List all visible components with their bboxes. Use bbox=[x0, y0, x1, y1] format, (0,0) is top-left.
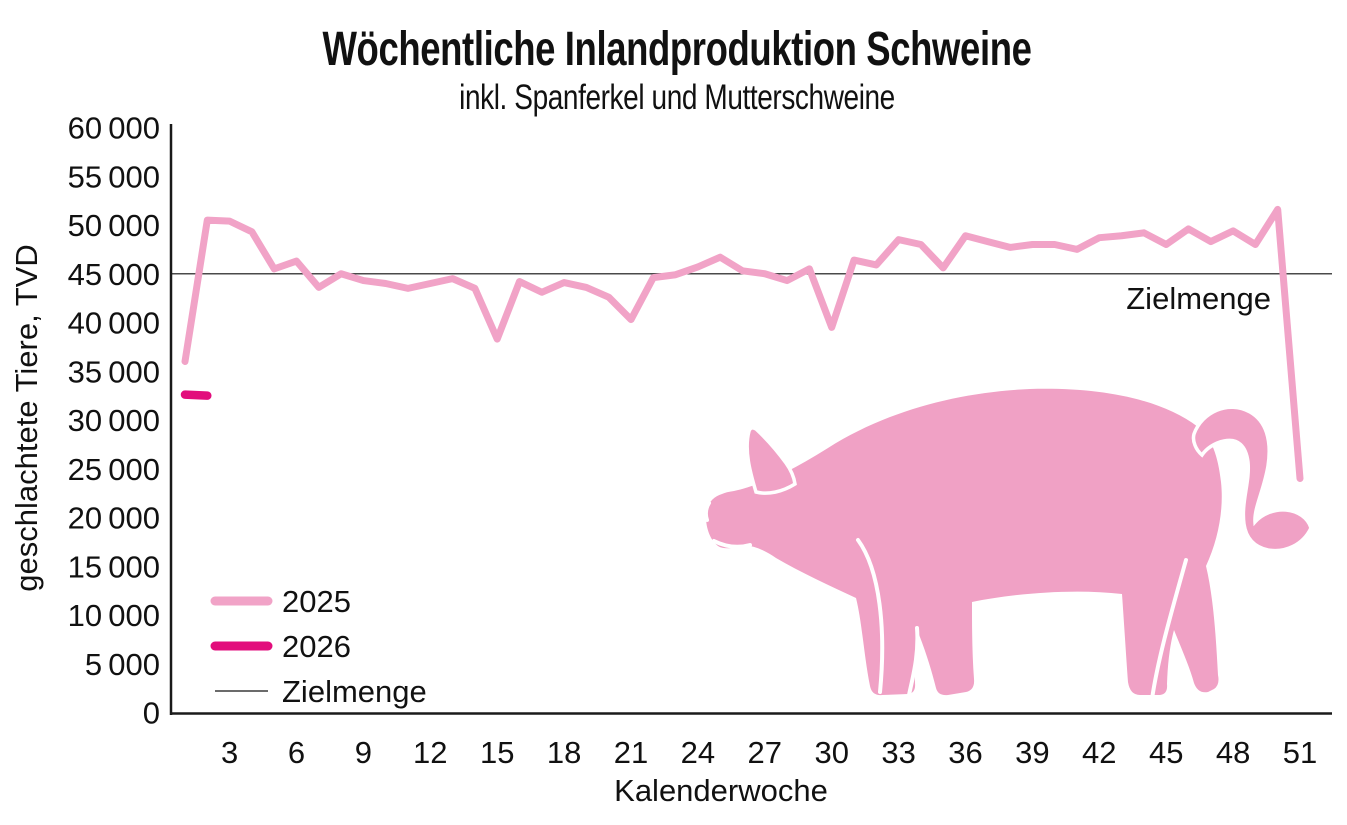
y-tick-label: 45 000 bbox=[68, 257, 160, 292]
y-tick-label: 10 000 bbox=[68, 598, 160, 633]
x-tick-label: 45 bbox=[1149, 735, 1183, 770]
pig-body bbox=[706, 388, 1222, 696]
series-group bbox=[180, 205, 1304, 482]
pig-detail-lines bbox=[703, 501, 1188, 701]
x-tick-label: 39 bbox=[1015, 735, 1049, 770]
legend-label-2025: 2025 bbox=[282, 584, 351, 619]
x-tick-label: 18 bbox=[547, 735, 581, 770]
legend-label-Zielmenge: Zielmenge bbox=[282, 674, 427, 709]
x-tick-label: 51 bbox=[1283, 735, 1317, 770]
x-axis-title: Kalenderwoche bbox=[614, 773, 828, 808]
y-tick-label: 5 000 bbox=[85, 647, 160, 682]
target-line-label: Zielmenge bbox=[1126, 281, 1271, 316]
legend: 2025 2026 Zielmenge bbox=[210, 584, 427, 709]
x-tick-label: 42 bbox=[1082, 735, 1116, 770]
x-tick-label: 9 bbox=[355, 735, 372, 770]
x-tick-label: 6 bbox=[288, 735, 305, 770]
y-tick-label: 50 000 bbox=[68, 208, 160, 243]
y-tick-label: 15 000 bbox=[68, 549, 160, 584]
x-tick-label: 21 bbox=[614, 735, 648, 770]
pig-tail bbox=[1191, 405, 1313, 553]
x-tick-label: 30 bbox=[814, 735, 848, 770]
x-tick-label: 15 bbox=[480, 735, 514, 770]
y-axis-ticks: 0 5 000 10 000 15 000 20 000 25 000 30 000 35 0… bbox=[68, 111, 160, 731]
y-tick-label: 25 000 bbox=[68, 452, 160, 487]
x-tick-label: 12 bbox=[413, 735, 447, 770]
y-tick-label: 60 000 bbox=[68, 111, 160, 146]
legend-label-2026: 2026 bbox=[282, 629, 351, 664]
y-axis-title: geschlachtete Tiere, TVD bbox=[9, 244, 44, 592]
y-tick-label: 40 000 bbox=[68, 306, 160, 341]
series-2026-line bbox=[180, 390, 212, 400]
x-tick-label: 3 bbox=[221, 735, 238, 770]
x-tick-label: 24 bbox=[681, 735, 715, 770]
pig-illustration bbox=[703, 388, 1313, 701]
pig-ear bbox=[745, 426, 797, 495]
y-tick-label: 20 000 bbox=[68, 501, 160, 536]
x-tick-label: 48 bbox=[1216, 735, 1250, 770]
y-tick-label: 35 000 bbox=[68, 354, 160, 389]
x-tick-label: 27 bbox=[748, 735, 782, 770]
y-tick-label: 55 000 bbox=[68, 159, 160, 194]
chart-title: Wöchentliche Inlandproduktion Schweine bbox=[322, 22, 1031, 76]
series-2025-line bbox=[181, 205, 1304, 482]
x-tick-label: 33 bbox=[881, 735, 915, 770]
y-tick-label: 0 bbox=[143, 696, 160, 731]
y-tick-label: 30 000 bbox=[68, 403, 160, 438]
x-axis-ticks: 3 6 9 12 15 18 21 24 27 30 33 36 39 42 45 48 51 bbox=[221, 735, 1317, 770]
x-tick-label: 36 bbox=[948, 735, 982, 770]
chart-subtitle: inkl. Spanferkel und Mutterschweine bbox=[459, 77, 895, 117]
